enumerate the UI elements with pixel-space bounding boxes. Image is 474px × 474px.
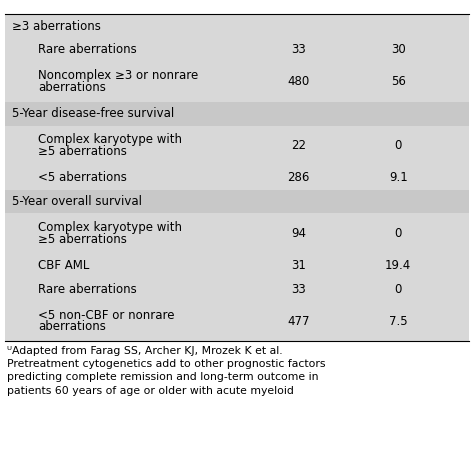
Bar xyxy=(5,38,469,62)
Text: CBF AML: CBF AML xyxy=(38,259,89,272)
Text: ≥3 aberrations: ≥3 aberrations xyxy=(12,19,100,33)
Text: 5-Year disease-free survival: 5-Year disease-free survival xyxy=(12,107,174,120)
Bar xyxy=(5,213,469,254)
Text: ᵁAdapted from Farag SS, Archer KJ, Mrozek K et al.
Pretreatment cytogenetics add: ᵁAdapted from Farag SS, Archer KJ, Mroze… xyxy=(7,346,326,396)
Text: Rare aberrations: Rare aberrations xyxy=(38,283,137,295)
Text: 22: 22 xyxy=(291,139,306,152)
Text: 30: 30 xyxy=(391,43,406,56)
Bar xyxy=(5,277,469,301)
Text: 33: 33 xyxy=(291,283,306,295)
Bar xyxy=(5,301,469,341)
Text: 0: 0 xyxy=(394,227,402,240)
Text: ≥5 aberrations: ≥5 aberrations xyxy=(38,145,127,158)
Text: 9.1: 9.1 xyxy=(389,171,408,184)
Bar xyxy=(5,341,469,474)
Text: <5 aberrations: <5 aberrations xyxy=(38,171,127,184)
Bar xyxy=(5,102,469,126)
Text: aberrations: aberrations xyxy=(38,81,106,94)
Bar xyxy=(5,14,469,38)
Text: 33: 33 xyxy=(291,43,306,56)
Text: 477: 477 xyxy=(287,315,310,328)
Bar xyxy=(5,190,469,213)
Text: Complex karyotype with: Complex karyotype with xyxy=(38,133,182,146)
Bar xyxy=(5,254,469,277)
Bar xyxy=(5,166,469,190)
Text: 7.5: 7.5 xyxy=(389,315,408,328)
Text: 5-Year overall survival: 5-Year overall survival xyxy=(12,195,142,208)
Text: Noncomplex ≥3 or nonrare: Noncomplex ≥3 or nonrare xyxy=(38,69,198,82)
Text: Complex karyotype with: Complex karyotype with xyxy=(38,221,182,234)
Text: 56: 56 xyxy=(391,75,406,88)
Bar xyxy=(5,126,469,166)
Text: 0: 0 xyxy=(394,283,402,295)
Text: 286: 286 xyxy=(287,171,310,184)
Text: 31: 31 xyxy=(291,259,306,272)
Text: 480: 480 xyxy=(288,75,310,88)
Text: Rare aberrations: Rare aberrations xyxy=(38,43,137,56)
Text: 94: 94 xyxy=(291,227,306,240)
Bar xyxy=(5,62,469,102)
Text: ≥5 aberrations: ≥5 aberrations xyxy=(38,233,127,246)
Text: aberrations: aberrations xyxy=(38,320,106,334)
Text: <5 non-CBF or nonrare: <5 non-CBF or nonrare xyxy=(38,309,174,322)
Text: 19.4: 19.4 xyxy=(385,259,411,272)
Text: 0: 0 xyxy=(394,139,402,152)
